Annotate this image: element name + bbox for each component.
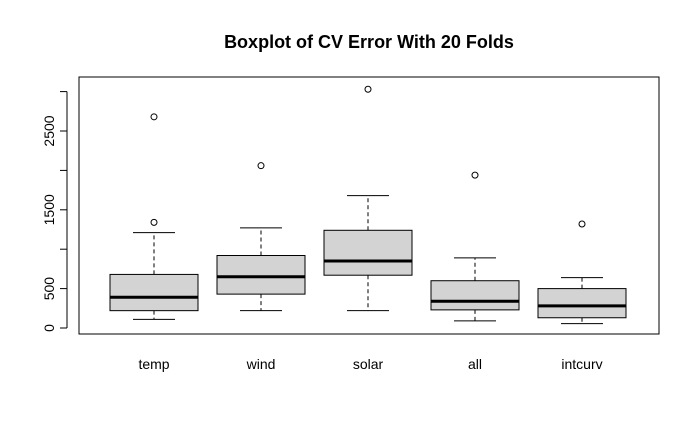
y-tick-label: 1500 [41, 194, 57, 225]
x-tick-label-intcurv: intcurv [561, 356, 602, 372]
outlier-point [471, 171, 479, 179]
y-tick-label: 0 [41, 324, 57, 332]
x-tick-label-temp: temp [138, 356, 169, 372]
iqr-box [323, 229, 413, 276]
box-wind [216, 162, 306, 312]
chart-title: Boxplot of CV Error With 20 Folds [224, 32, 514, 52]
iqr-box [537, 288, 627, 319]
outlier-point [150, 113, 158, 121]
y-axis: 0 500 1500 2500 [41, 91, 68, 332]
iqr-box [216, 255, 306, 295]
iqr-box [109, 273, 199, 312]
outlier-point [364, 85, 372, 93]
x-tick-label-all: all [468, 356, 482, 372]
box-all [430, 171, 520, 322]
x-tick-label-solar: solar [353, 356, 384, 372]
box-temp [109, 113, 199, 320]
x-tick-label-wind: wind [246, 356, 276, 372]
x-axis: temp wind solar all intcurv [138, 356, 602, 372]
y-tick-label: 2500 [41, 115, 57, 146]
y-tick-label: 500 [41, 277, 57, 301]
box-intcurv [537, 220, 627, 325]
iqr-box [430, 280, 520, 311]
outlier-point [578, 220, 586, 228]
boxes-group [109, 85, 627, 325]
plot-frame [78, 76, 660, 335]
outlier-point [257, 162, 265, 170]
outlier-point [150, 218, 158, 226]
box-solar [323, 85, 413, 312]
